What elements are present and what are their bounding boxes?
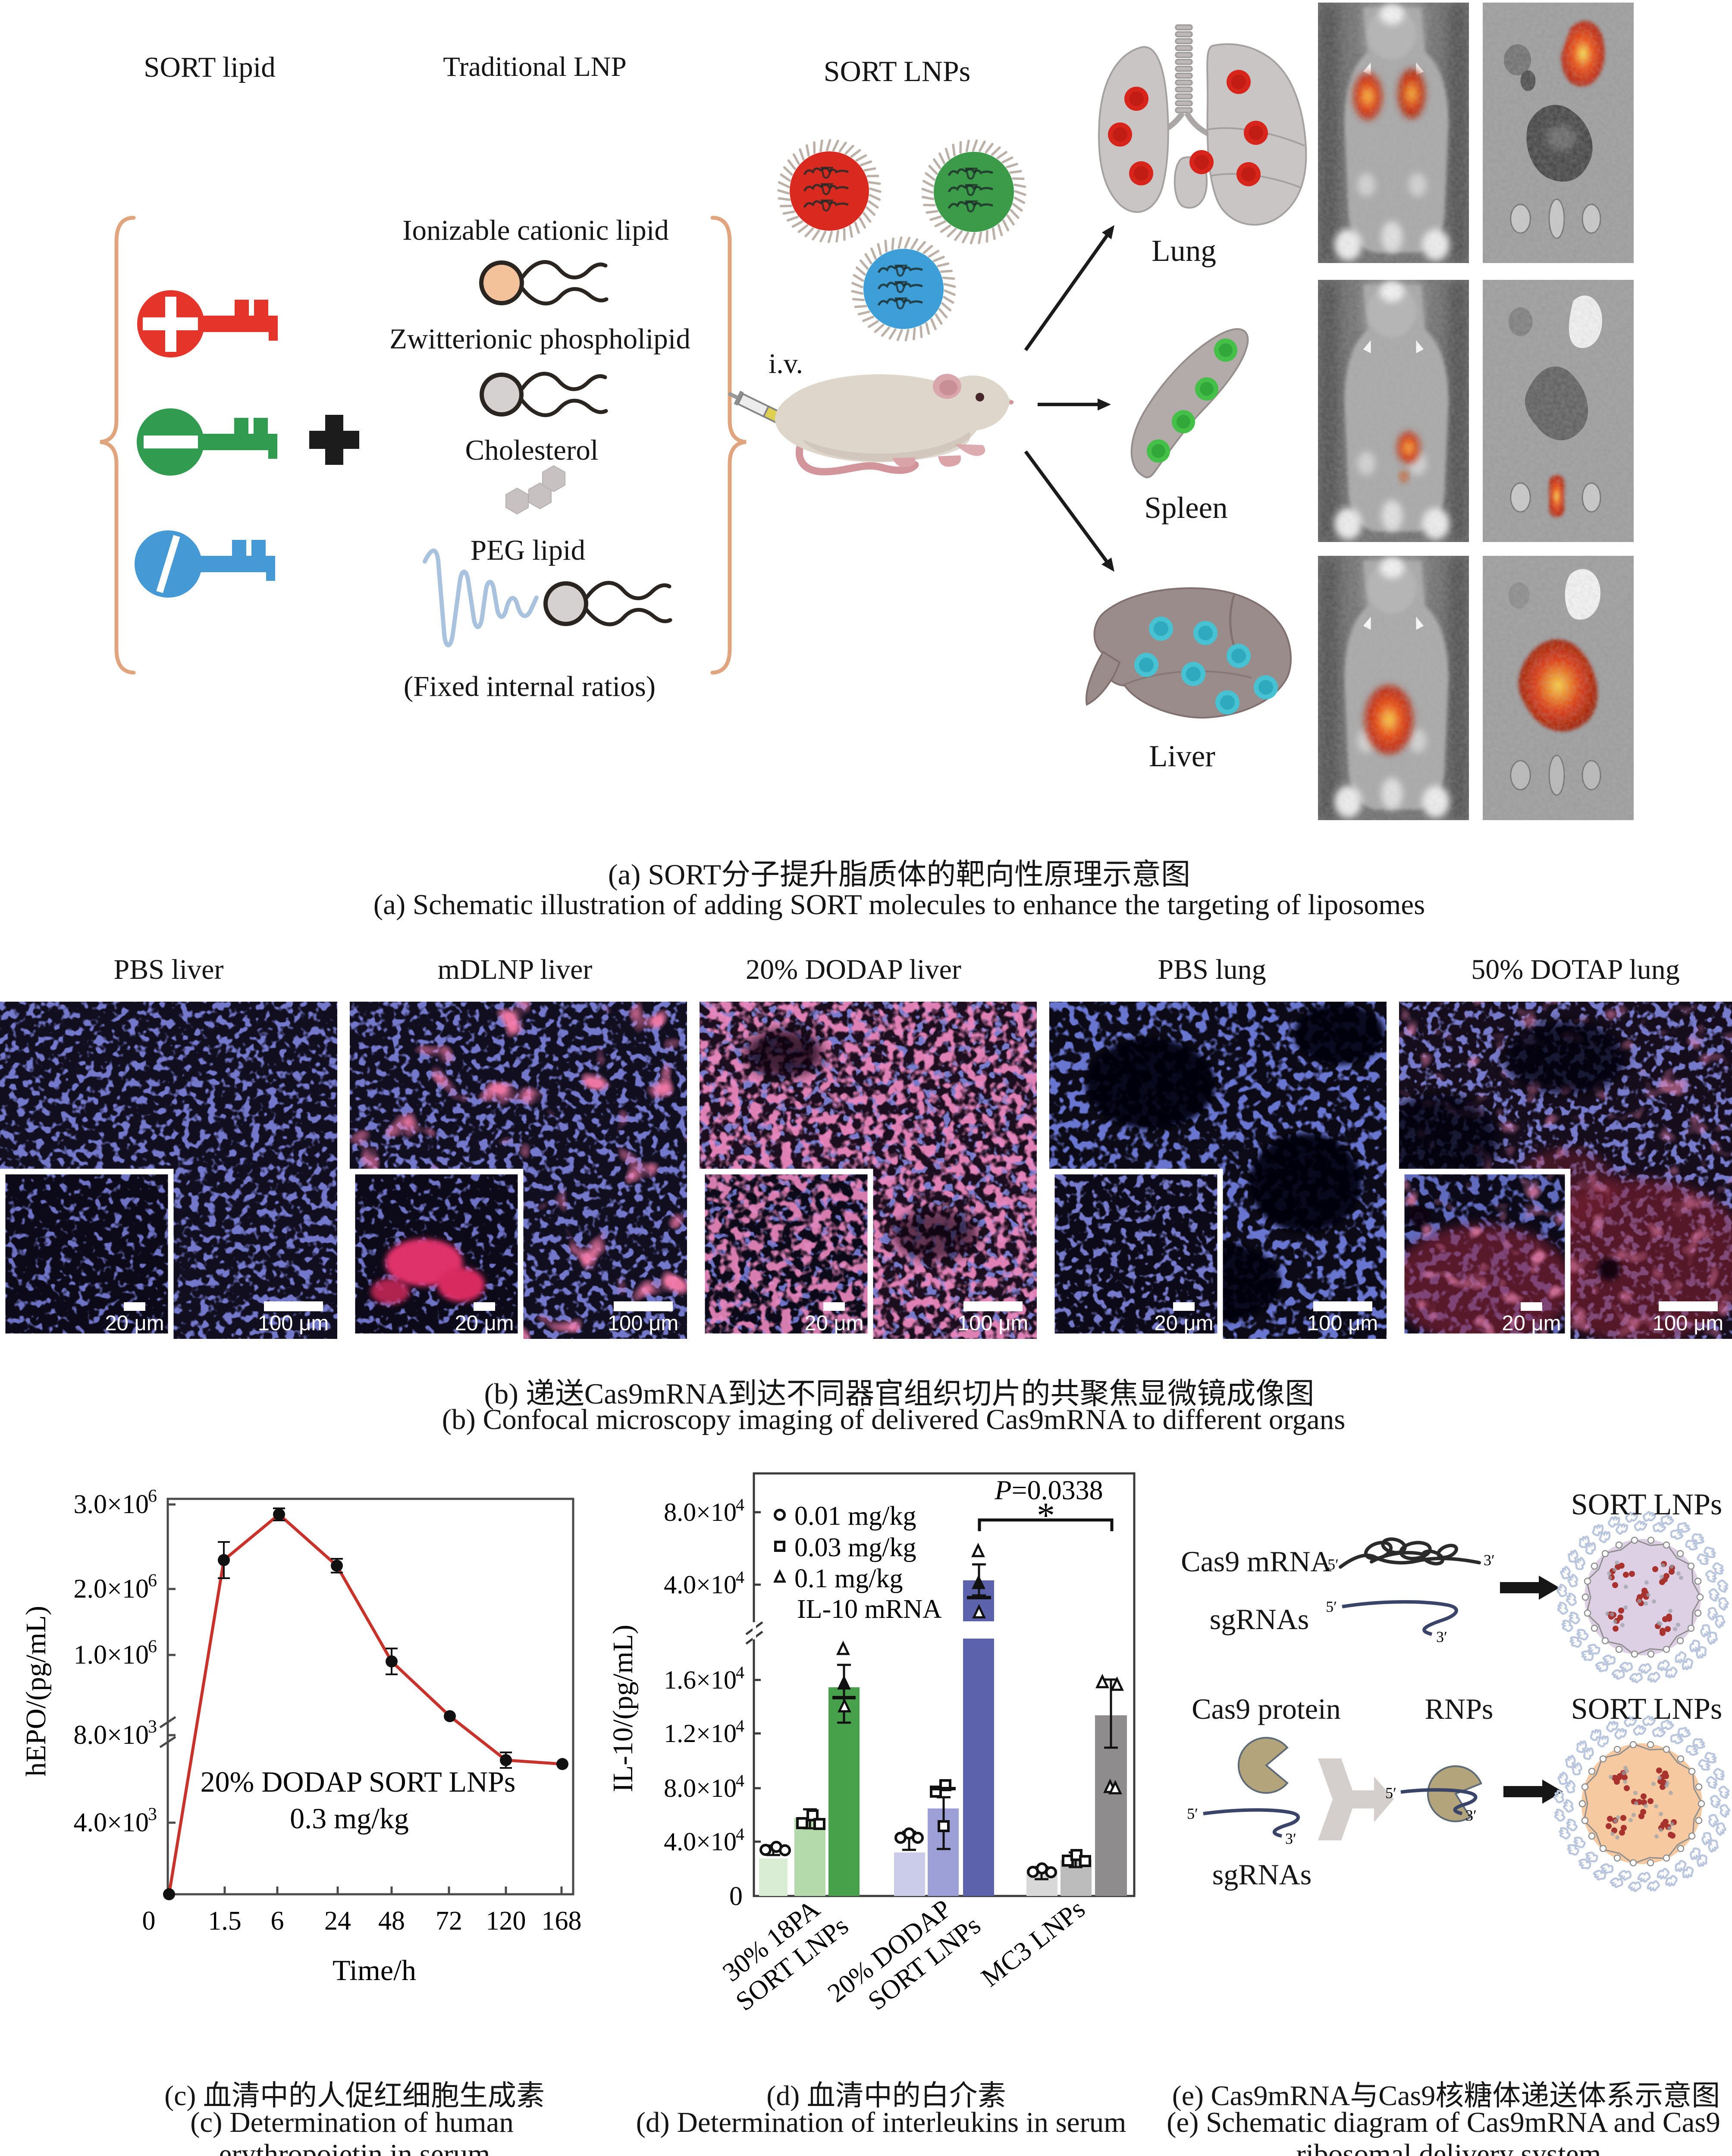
svg-text:1.5: 1.5 <box>208 1906 242 1936</box>
svg-text:20 μm: 20 μm <box>1502 1312 1561 1335</box>
svg-text:4.0×104: 4.0×104 <box>664 1824 744 1856</box>
svg-text:6: 6 <box>271 1906 284 1936</box>
svg-text:100 μm: 100 μm <box>1307 1312 1378 1335</box>
svg-text:48: 48 <box>378 1906 405 1936</box>
svg-text:5′: 5′ <box>1187 1805 1198 1822</box>
svg-text:24: 24 <box>324 1906 351 1936</box>
svg-text:IL-10/(pg/mL): IL-10/(pg/mL) <box>607 1625 639 1792</box>
svg-text:0.01 mg/kg: 0.01 mg/kg <box>794 1501 916 1531</box>
svg-text:1.6×104: 1.6×104 <box>664 1663 744 1694</box>
svg-text:*: * <box>1037 1495 1055 1536</box>
svg-text:0.03 mg/kg: 0.03 mg/kg <box>794 1533 916 1562</box>
svg-text:100 μm: 100 μm <box>258 1312 329 1335</box>
svg-text:100 μm: 100 μm <box>957 1312 1028 1335</box>
svg-text:20% DODAP SORT LNPs: 20% DODAP SORT LNPs <box>201 1765 516 1798</box>
svg-text:3′: 3′ <box>1285 1830 1296 1847</box>
svg-text:P=0.0338: P=0.0338 <box>994 1475 1103 1505</box>
svg-text:120: 120 <box>486 1906 526 1936</box>
svg-text:5′: 5′ <box>1385 1784 1396 1802</box>
svg-text:8.0×104: 8.0×104 <box>664 1495 744 1526</box>
svg-text:168: 168 <box>542 1906 582 1936</box>
svg-text:0.1 mg/kg: 0.1 mg/kg <box>794 1564 903 1593</box>
svg-text:8.0×104: 8.0×104 <box>664 1771 744 1802</box>
svg-text:4.0×103: 4.0×103 <box>74 1805 157 1837</box>
svg-text:3.0×106: 3.0×106 <box>74 1486 157 1519</box>
svg-text:1.0×106: 1.0×106 <box>74 1637 157 1670</box>
svg-text:MC3 LNPs: MC3 LNPs <box>976 1894 1091 1993</box>
svg-text:Time/h: Time/h <box>333 1954 416 1987</box>
svg-text:20 μm: 20 μm <box>804 1312 863 1335</box>
svg-text:20 μm: 20 μm <box>455 1312 514 1335</box>
svg-text:20 μm: 20 μm <box>105 1312 164 1335</box>
svg-text:hEPO/(pg/mL): hEPO/(pg/mL) <box>20 1606 52 1777</box>
svg-text:3′: 3′ <box>1436 1628 1447 1645</box>
svg-text:2.0×106: 2.0×106 <box>74 1571 157 1604</box>
svg-text:0: 0 <box>142 1906 156 1936</box>
svg-text:100 μm: 100 μm <box>608 1312 678 1335</box>
svg-text:1.2×104: 1.2×104 <box>664 1716 744 1748</box>
svg-text:3′: 3′ <box>1484 1551 1495 1569</box>
svg-text:5′: 5′ <box>1326 1598 1337 1615</box>
svg-text:72: 72 <box>436 1906 462 1936</box>
svg-text:4.0×104: 4.0×104 <box>664 1567 744 1599</box>
svg-text:8.0×103: 8.0×103 <box>74 1717 157 1750</box>
svg-text:3′: 3′ <box>1465 1807 1477 1824</box>
svg-text:5′: 5′ <box>1327 1556 1339 1573</box>
svg-text:20 μm: 20 μm <box>1154 1312 1213 1335</box>
svg-text:20% DODAPSORT LNPs: 20% DODAPSORT LNPs <box>822 1886 986 2033</box>
svg-text:100 μm: 100 μm <box>1653 1312 1723 1335</box>
svg-text:0: 0 <box>729 1882 743 1911</box>
svg-text:0.3 mg/kg: 0.3 mg/kg <box>290 1802 409 1835</box>
svg-text:IL-10 mRNA: IL-10 mRNA <box>797 1595 942 1624</box>
